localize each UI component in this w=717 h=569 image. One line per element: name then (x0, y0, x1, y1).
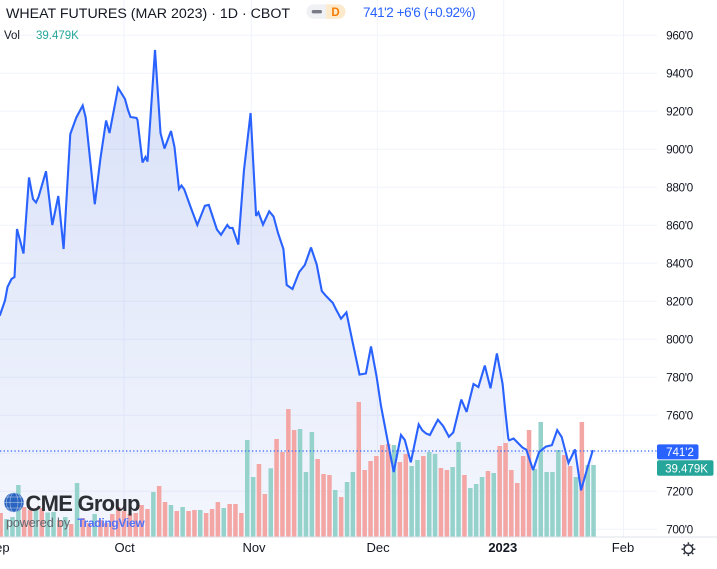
svg-text:741'2 +6'6 (+0.92%): 741'2 +6'6 (+0.92%) (363, 5, 475, 20)
svg-text:Nov: Nov (242, 540, 266, 555)
svg-text:920'0: 920'0 (666, 105, 694, 119)
svg-text:39.479K: 39.479K (36, 30, 79, 42)
svg-text:820'0: 820'0 (666, 295, 694, 309)
svg-text:760'0: 760'0 (666, 409, 694, 423)
svg-text:780'0: 780'0 (666, 371, 694, 385)
svg-text:880'0: 880'0 (666, 181, 694, 195)
svg-text:720'0: 720'0 (666, 485, 694, 499)
svg-text:Feb: Feb (612, 540, 634, 555)
svg-text:Oct: Oct (114, 540, 135, 555)
svg-text:39.479K: 39.479K (665, 463, 708, 475)
svg-text:840'0: 840'0 (666, 257, 694, 271)
svg-text:960'0: 960'0 (666, 29, 694, 43)
svg-text:CME Group: CME Group (26, 491, 141, 516)
svg-text:D: D (331, 7, 339, 19)
svg-text:Vol: Vol (4, 30, 20, 42)
svg-text:Sep: Sep (0, 540, 10, 555)
svg-text:860'0: 860'0 (666, 219, 694, 233)
svg-text:940'0: 940'0 (666, 67, 694, 81)
svg-text:2023: 2023 (488, 540, 517, 555)
svg-text:800'0: 800'0 (666, 333, 694, 347)
svg-text:powered by: powered by (6, 516, 71, 530)
svg-text:900'0: 900'0 (666, 143, 694, 157)
svg-text:Dec: Dec (367, 540, 391, 555)
svg-text:TradingView: TradingView (77, 516, 145, 530)
svg-text:741'2: 741'2 (666, 447, 694, 459)
svg-text:WHEAT FUTURES (MAR 2023) · 1D: WHEAT FUTURES (MAR 2023) · 1D · CBOT (6, 6, 290, 22)
svg-text:700'0: 700'0 (666, 523, 694, 537)
